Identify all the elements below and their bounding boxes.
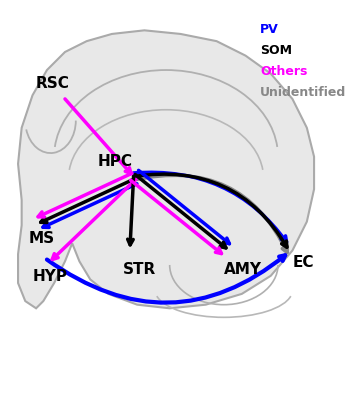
- Text: HYP: HYP: [32, 269, 68, 284]
- Text: PV: PV: [260, 23, 279, 36]
- FancyArrowPatch shape: [134, 172, 287, 242]
- FancyArrowPatch shape: [128, 176, 134, 245]
- Text: SOM: SOM: [260, 44, 292, 57]
- FancyArrowPatch shape: [43, 184, 137, 228]
- Text: Unidentified: Unidentified: [260, 86, 346, 99]
- Text: RSC: RSC: [36, 76, 70, 91]
- FancyArrowPatch shape: [131, 180, 221, 254]
- FancyArrowPatch shape: [139, 170, 229, 244]
- Text: HPC: HPC: [97, 154, 132, 169]
- FancyArrowPatch shape: [65, 99, 131, 174]
- FancyArrowPatch shape: [47, 255, 285, 303]
- Text: STR: STR: [123, 262, 156, 277]
- FancyArrowPatch shape: [52, 179, 136, 260]
- Text: MS: MS: [29, 231, 55, 246]
- FancyArrowPatch shape: [135, 174, 226, 248]
- Text: EC: EC: [292, 255, 314, 270]
- FancyArrowPatch shape: [134, 175, 287, 252]
- FancyArrowPatch shape: [134, 174, 287, 247]
- Polygon shape: [18, 30, 314, 308]
- FancyArrowPatch shape: [38, 173, 132, 217]
- FancyArrowPatch shape: [41, 179, 135, 222]
- Text: AMY: AMY: [224, 262, 262, 277]
- Text: Others: Others: [260, 65, 307, 78]
